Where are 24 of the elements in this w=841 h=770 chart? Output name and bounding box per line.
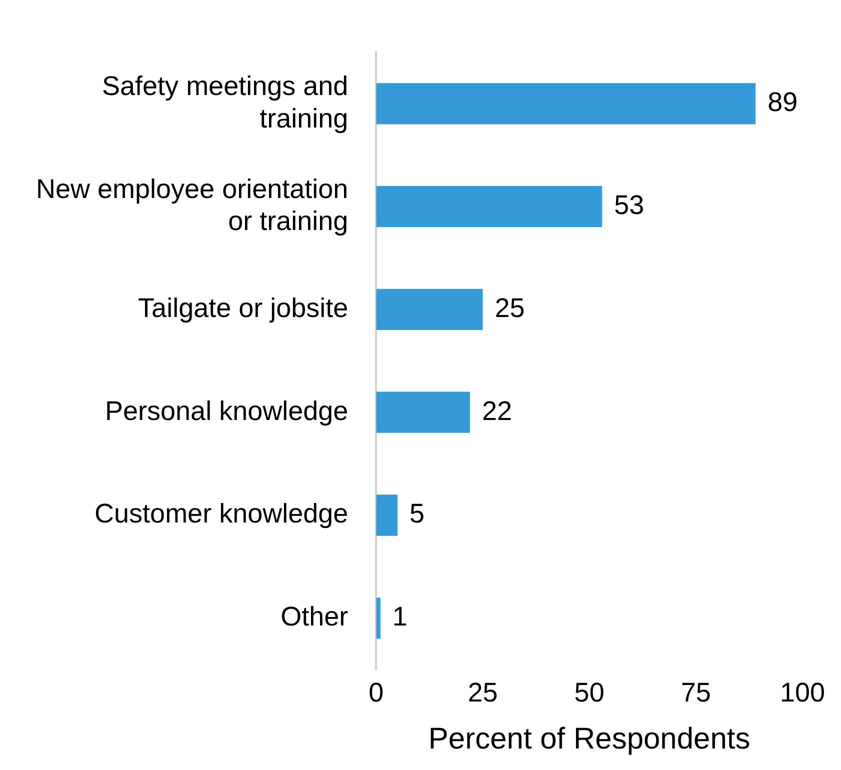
x-tick-label: 100 — [780, 677, 826, 708]
y-tick-label: New employee orientation or training — [36, 174, 348, 236]
data-label: 1 — [392, 602, 408, 632]
bar — [376, 598, 380, 639]
data-label: 89 — [768, 87, 798, 118]
data-label: 22 — [482, 396, 512, 426]
y-tick-label: Safety meetings and training — [102, 70, 348, 134]
data-label: 53 — [614, 190, 644, 220]
y-tick-label: Customer knowledge — [94, 498, 348, 529]
y-tick-label: Other — [280, 602, 348, 632]
x-tick-label: 25 — [468, 677, 498, 708]
y-tick-label: Tailgate or jobsite — [138, 292, 348, 323]
data-label: 25 — [494, 292, 525, 323]
data-label: 5 — [409, 498, 425, 529]
x-tick-label: 50 — [574, 677, 604, 708]
bar — [376, 494, 398, 536]
bar — [376, 186, 602, 228]
x-tick-label: 75 — [680, 677, 711, 708]
y-tick-label: Personal knowledge — [105, 396, 348, 426]
x-axis-title: Percent of Respondents — [428, 722, 750, 756]
x-tick-label: 0 — [368, 677, 384, 708]
bar — [376, 83, 756, 124]
bar — [376, 288, 483, 330]
bar — [376, 392, 470, 433]
